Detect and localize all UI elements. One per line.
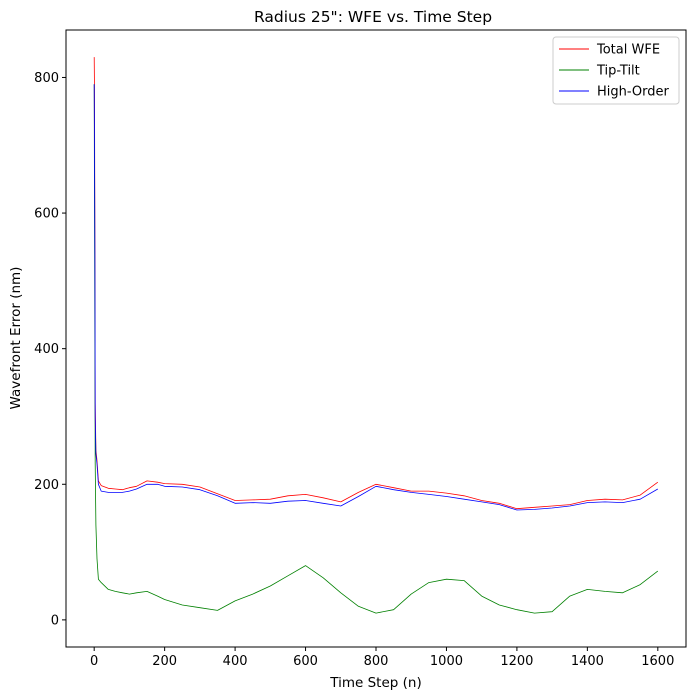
plot-area bbox=[93, 57, 659, 614]
x-tick-label: 0 bbox=[90, 654, 98, 669]
x-tick-label: 1200 bbox=[500, 654, 533, 669]
series-line-high-order bbox=[93, 84, 659, 511]
legend-items: Total WFE Tip-Tilt High-Order bbox=[559, 43, 670, 100]
series-line-total-wfe bbox=[93, 57, 659, 510]
x-axis-label: Time Step (n) bbox=[329, 675, 421, 691]
chart-title: Radius 25": WFE vs. Time Step bbox=[254, 8, 492, 26]
x-tick-label: 1600 bbox=[641, 654, 674, 669]
x-tick-label: 1000 bbox=[430, 654, 463, 669]
x-tick-label: 400 bbox=[223, 654, 248, 669]
legend: Total WFE Tip-Tilt High-Order bbox=[552, 36, 680, 105]
y-axis-label: Wavefront Error (nm) bbox=[8, 267, 24, 410]
x-axis: 0 200 400 600 800 1000 1200 1400 1600 bbox=[90, 647, 674, 669]
x-tick-label: 200 bbox=[152, 654, 177, 669]
legend-box bbox=[552, 36, 680, 105]
y-axis: 0 200 400 600 800 bbox=[34, 71, 66, 628]
legend-label: High-Order bbox=[597, 85, 670, 100]
legend-label: Total WFE bbox=[596, 43, 660, 58]
x-tick-label: 1400 bbox=[571, 654, 604, 669]
y-tick-label: 200 bbox=[34, 478, 59, 493]
y-tick-label: 600 bbox=[34, 207, 59, 222]
y-tick-label: 0 bbox=[51, 613, 59, 628]
y-tick-label: 800 bbox=[34, 71, 59, 86]
x-tick-label: 600 bbox=[293, 654, 318, 669]
y-tick-label: 400 bbox=[34, 342, 59, 357]
series-line-tip-tilt bbox=[93, 84, 659, 614]
x-tick-label: 800 bbox=[364, 654, 389, 669]
legend-label: Tip-Tilt bbox=[596, 64, 640, 79]
